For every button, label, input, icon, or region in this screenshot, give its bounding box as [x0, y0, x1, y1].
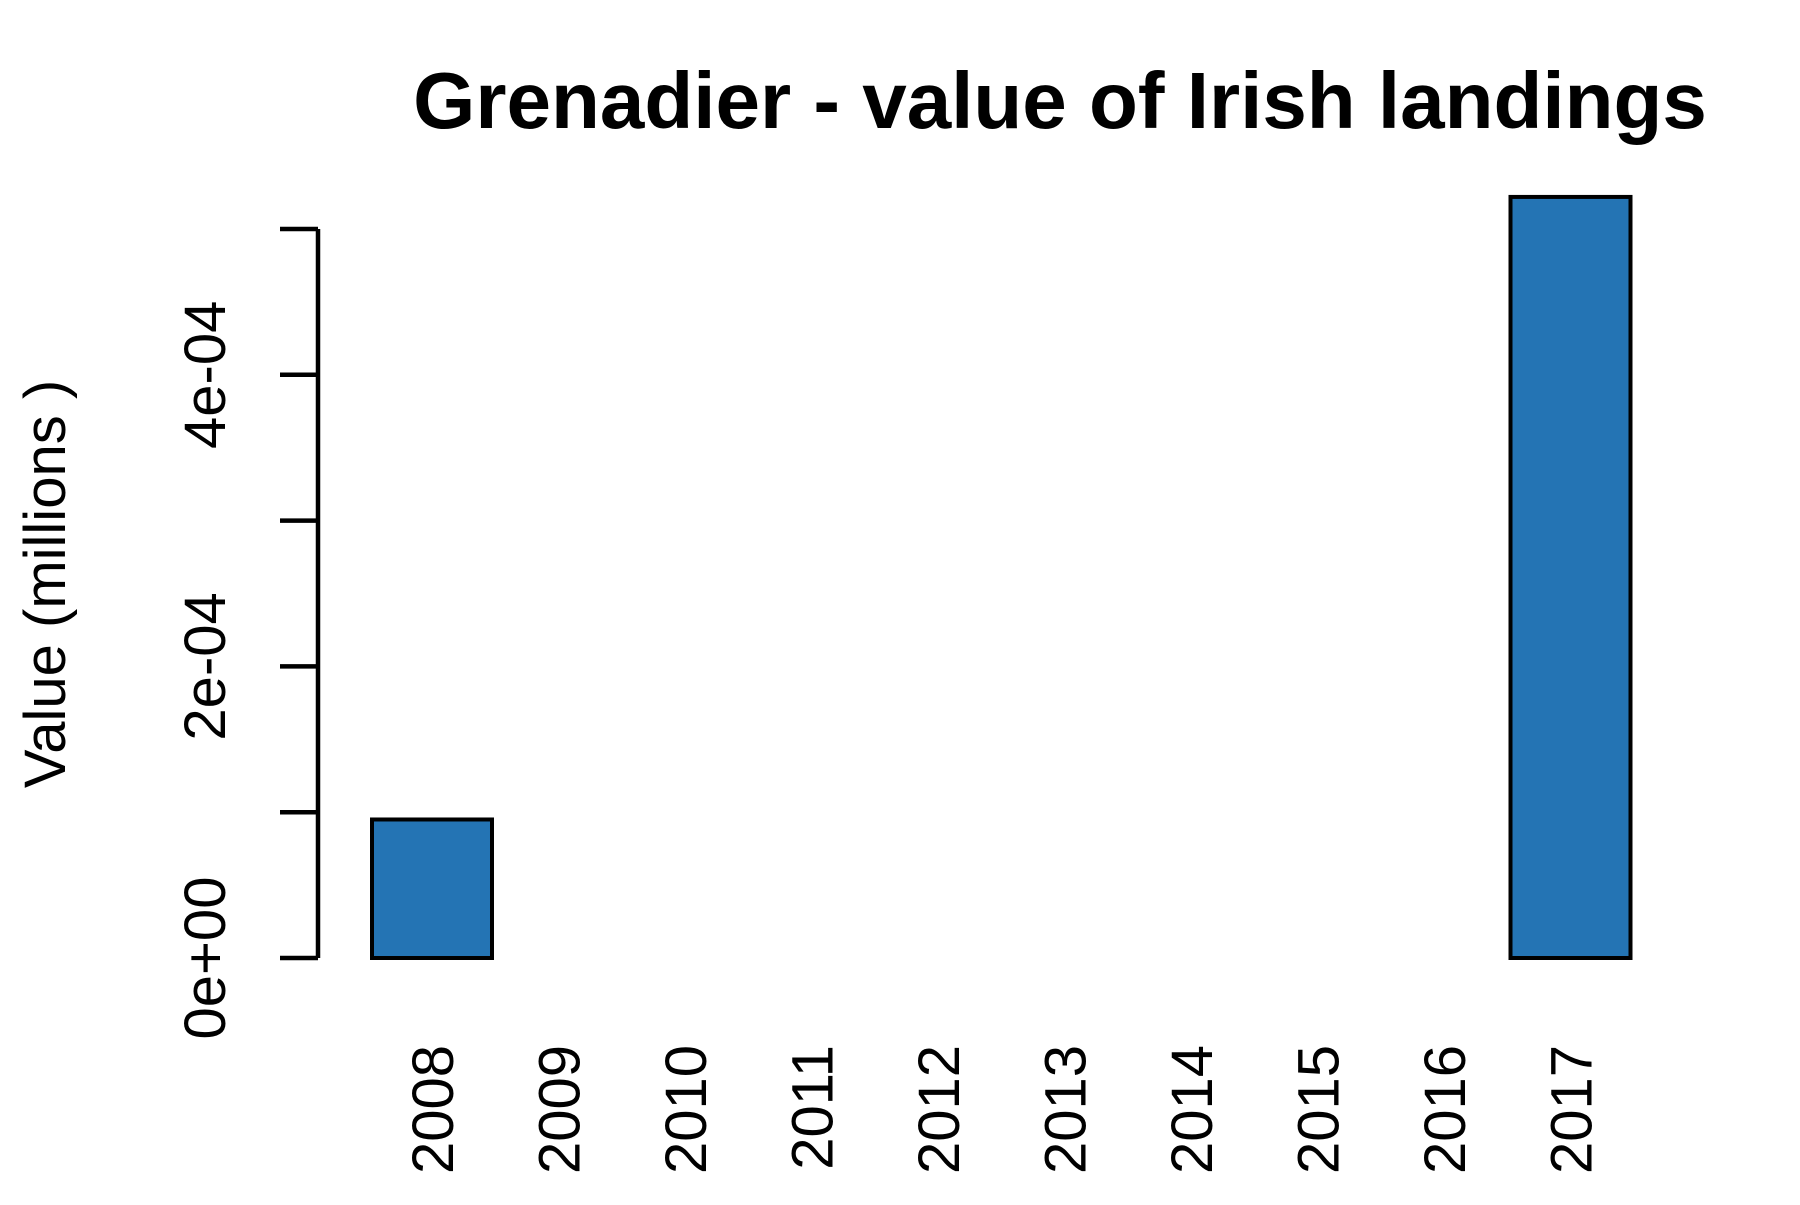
x-tick-label: 2014	[1160, 1045, 1225, 1174]
x-axis-labels: 2008 2009 2010 2011 2012 2013 2014 2015 2016 2017	[401, 1045, 1605, 1174]
x-tick-label: 2011	[781, 1045, 846, 1170]
y-axis-label: Value (millions )	[13, 380, 78, 788]
y-tick-label: 4e-04	[173, 301, 238, 449]
chart-title: Grenadier - value of Irish landings	[413, 56, 1707, 145]
x-tick-label: 2015	[1287, 1045, 1352, 1174]
bar-2008	[370, 817, 494, 960]
x-tick-label: 2012	[907, 1045, 972, 1174]
x-tick-label: 2010	[654, 1045, 719, 1174]
bar-2017	[1508, 194, 1633, 960]
x-tick-label: 2016	[1413, 1045, 1478, 1174]
y-tick-label: 0e+00	[173, 877, 238, 1040]
x-tick-label: 2017	[1540, 1045, 1605, 1174]
x-tick-label: 2008	[401, 1045, 466, 1174]
x-tick-label: 2013	[1034, 1045, 1099, 1174]
x-tick-label: 2009	[528, 1045, 593, 1174]
y-axis: 0e+00 2e-04 4e-04	[173, 226, 321, 1040]
y-tick-label: 2e-04	[173, 592, 238, 740]
bars	[370, 194, 1633, 960]
